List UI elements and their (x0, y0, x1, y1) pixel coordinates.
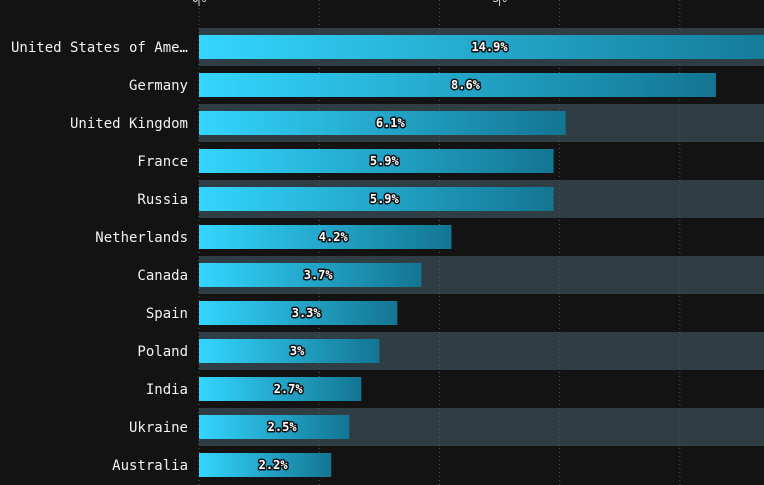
category-label: Canada (137, 268, 188, 284)
category-label: Spain (146, 306, 188, 322)
bar (199, 35, 764, 59)
data-labels: 14.9% 8.6% 6.1% 5.9% 5.9% 4.2% 3.7% 3.3% 3% 2.7% 2… (257, 39, 510, 474)
tick-label: 5% (492, 0, 507, 5)
tick-label: 0% (192, 0, 207, 5)
bar (199, 377, 362, 401)
data-label: 2.5% (268, 420, 298, 434)
data-label: 14.9% (471, 40, 508, 54)
category-labels: United States of Ame… Germany United Kingd… (11, 40, 188, 474)
category-label: United Kingdom (70, 116, 188, 132)
category-label: India (146, 382, 188, 398)
category-label: Netherlands (95, 230, 188, 246)
category-label: Poland (137, 344, 188, 360)
category-label: Australia (112, 458, 188, 474)
category-label: United States of Ame… (11, 40, 188, 56)
bar (199, 149, 554, 173)
bar (199, 187, 554, 211)
bar (199, 225, 452, 249)
data-label: 3.7% (304, 268, 334, 282)
data-label: 8.6% (451, 78, 481, 92)
bar (199, 263, 422, 287)
bar (199, 415, 350, 439)
data-label: 6.1% (376, 116, 406, 130)
data-label: 2.2% (259, 458, 289, 472)
bars (199, 35, 764, 477)
category-label: Ukraine (129, 420, 188, 436)
category-label: Germany (129, 78, 188, 94)
data-label: 5.9% (370, 192, 400, 206)
category-label: France (137, 154, 188, 170)
x-axis-ticks: 0% 5% (192, 0, 508, 6)
bar (199, 453, 332, 477)
bar (199, 339, 380, 363)
data-label: 2.7% (274, 382, 304, 396)
bar (199, 111, 566, 135)
data-label: 3% (290, 344, 305, 358)
data-label: 4.2% (319, 230, 349, 244)
bar (199, 73, 716, 97)
category-label: Russia (137, 192, 188, 208)
bar (199, 301, 398, 325)
data-label: 3.3% (292, 306, 322, 320)
data-label: 5.9% (370, 154, 400, 168)
